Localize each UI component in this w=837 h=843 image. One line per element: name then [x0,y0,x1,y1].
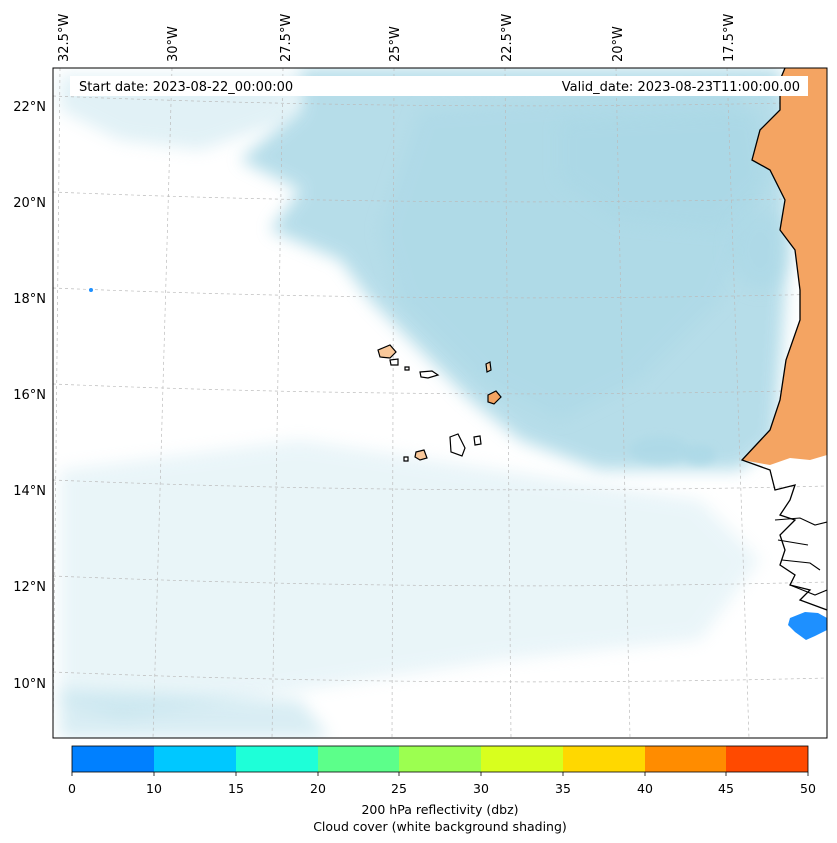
island-santiago [449,433,466,457]
lat-label-12n: 12°N [13,580,46,595]
colorbar-bin-6 [563,746,645,772]
lat-label-14n: 14°N [13,484,46,499]
cloud-patch-southwest [60,690,330,738]
colorbar-bin-2 [236,746,318,772]
colorbar-tick-0: 0 [68,781,76,796]
cloud-blob-3 [730,210,790,290]
colorbar-bin-4 [399,746,481,772]
colorbar-tick-15: 15 [228,781,244,796]
gridlines [53,68,827,738]
island-brava [403,456,409,462]
lat-label-10n: 10°N [13,677,46,692]
island-maio [473,435,482,446]
cloud-blob-2 [684,445,716,465]
colorbar-bin-1 [154,746,236,772]
valid-date-label: Valid_date: 2023-08-23T11:00:00.00 [562,80,800,95]
latitude-labels: 22°N 20°N 18°N 16°N 14°N 12°N 10°N [13,100,46,692]
colorbar-bin-8 [726,746,808,772]
island-boa-vista [487,390,502,405]
island-sao-vicente [389,358,399,366]
echo-small-west [89,288,93,292]
colorbar-tick-10: 10 [146,781,162,796]
cloud-patch-east [560,110,770,230]
lon-label-30w: 30°W [166,26,181,62]
island-santa-luzia [404,366,410,371]
longitude-labels: 32.5°W 30°W 27.5°W 25°W 22.5°W 20°W 17.5… [57,14,737,62]
colorbar-tick-35: 35 [555,781,571,796]
colorbar-bin-0 [72,746,154,772]
colorbar-tick-20: 20 [310,781,326,796]
coastline-africa [740,68,827,611]
colorbar-title: 200 hPa reflectivity (dbz) [361,802,518,817]
island-fogo [414,449,428,461]
island-sal [485,361,492,373]
colorbar-tick-45: 45 [718,781,734,796]
cloud-blob-1 [630,436,690,464]
header-strip [70,76,808,96]
colorbar-ticks [71,772,809,776]
colorbar: 0 10 15 20 25 30 35 40 45 50 200 hPa ref… [68,745,816,834]
island-sao-nicolau [419,370,440,379]
colorbar-tick-30: 30 [473,781,489,796]
lon-label-32-5w: 32.5°W [57,14,72,62]
cloud-patch-south [60,440,760,720]
land-shading-africa [742,68,827,465]
colorbar-subtitle: Cloud cover (white background shading) [313,819,567,834]
lat-label-16n: 16°N [13,388,46,403]
cloud-cover-shading [60,68,790,738]
lat-label-20n: 20°N [13,196,46,211]
colorbar-frame [71,745,809,773]
lat-label-22n: 22°N [13,100,46,115]
island-santo-antao [377,344,397,359]
lon-label-25w: 25°W [388,26,403,62]
lon-label-20w: 20°W [611,26,626,62]
colorbar-bin-7 [645,746,726,772]
colorbar-tick-40: 40 [637,781,653,796]
lat-label-18n: 18°N [13,292,46,307]
colorbar-bin-3 [318,746,399,772]
reflectivity-echoes [89,288,827,640]
coastline-senegambia-detail [774,517,827,596]
lon-label-27-5w: 27.5°W [279,14,294,62]
colorbar-tick-labels: 0 10 15 20 25 30 35 40 45 50 [68,781,816,796]
colorbar-tick-25: 25 [391,781,407,796]
map-panel [53,68,827,738]
lon-label-22-5w: 22.5°W [500,14,515,62]
lon-label-17-5w: 17.5°W [722,14,737,62]
start-date-label: Start date: 2023-08-22_00:00:00 [79,80,293,95]
colorbar-tick-50: 50 [800,781,816,796]
map-frame [52,67,828,739]
echo-southeast [788,612,827,640]
cape-verde-islands [377,344,502,462]
colorbar-bin-5 [481,746,563,772]
